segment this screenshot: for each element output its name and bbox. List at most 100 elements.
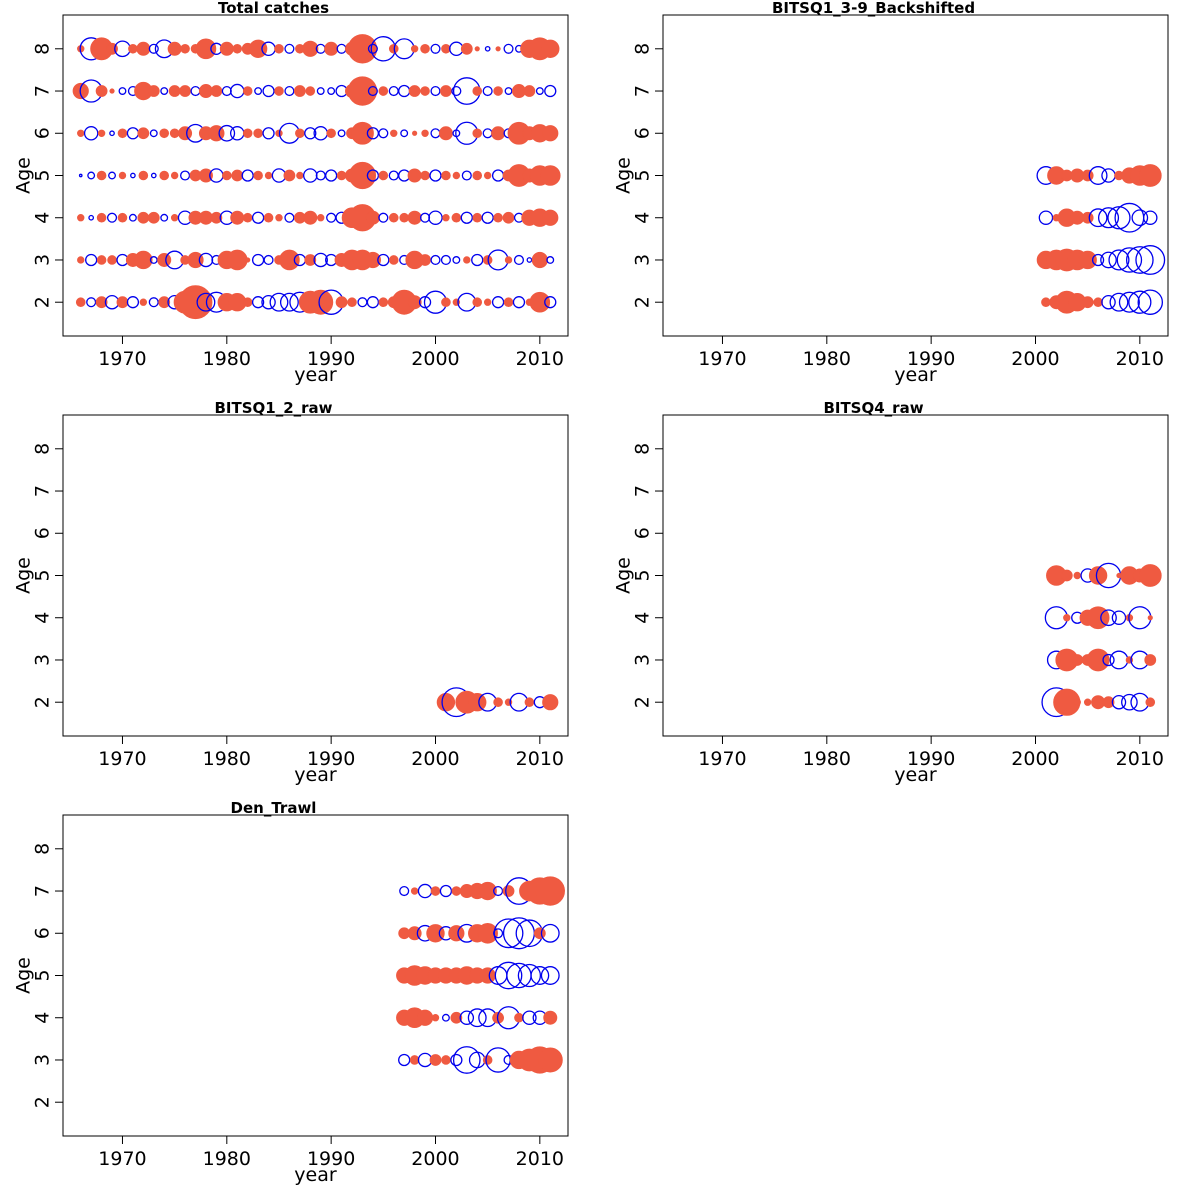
y-tick-label: 8	[32, 443, 54, 455]
positive-residual-bubble	[137, 127, 150, 140]
x-axis-title: year	[294, 764, 337, 786]
positive-residual-bubble	[477, 922, 498, 944]
positive-residual-bubble	[412, 130, 418, 136]
positive-residual-bubble	[187, 251, 204, 269]
positive-residual-bubble	[409, 1055, 420, 1065]
positive-residual-bubble	[1144, 654, 1157, 666]
positive-residual-bubble	[388, 212, 399, 223]
negative-residual-bubble	[149, 256, 158, 264]
positive-residual-bubble	[451, 886, 462, 896]
positive-residual-bubble	[178, 126, 193, 141]
positive-residual-bubble	[542, 125, 559, 142]
panel-2: BITSQ1_3-9_Backshifted 1970 1980 1990 2000 20…	[613, 0, 1169, 386]
negative-residual-bubble	[377, 253, 390, 267]
positive-residual-bubble	[1088, 566, 1108, 585]
y-tick-label: 4	[632, 212, 654, 224]
x-tick-label: 2000	[411, 348, 459, 370]
positive-residual-bubble	[483, 171, 492, 180]
negative-residual-bubble	[1131, 209, 1149, 227]
x-tick-label: 1970	[698, 348, 746, 370]
positive-residual-bubble	[1041, 297, 1051, 308]
positive-residual-bubble	[1078, 250, 1097, 270]
positive-residual-bubble	[96, 212, 107, 223]
negative-residual-bubble	[471, 253, 484, 267]
positive-residual-bubble	[468, 693, 487, 712]
positive-residual-bubble	[242, 212, 253, 223]
positive-residual-bubble	[232, 43, 243, 54]
x-tick-label: 2000	[1011, 348, 1059, 370]
positive-residual-bubble	[1086, 648, 1110, 672]
positive-residual-bubble	[463, 256, 471, 264]
positive-residual-bubble	[279, 249, 300, 271]
negative-residual-bubble	[218, 124, 236, 142]
negative-residual-bubble	[378, 128, 389, 139]
positive-residual-bubble	[524, 697, 535, 708]
negative-residual-bubble	[229, 83, 245, 99]
x-tick-label: 2000	[411, 748, 459, 770]
negative-residual-bubble	[284, 212, 295, 223]
positive-residual-bubble	[378, 86, 389, 96]
x-tick-label: 1990	[307, 1148, 355, 1170]
positive-residual-bubble	[407, 210, 422, 225]
positive-residual-bubble	[441, 170, 451, 181]
negative-residual-bubble	[440, 254, 451, 266]
negative-residual-bubble	[327, 87, 336, 95]
y-tick-label: 7	[32, 85, 54, 97]
positive-residual-bubble	[96, 255, 107, 265]
positive-residual-bubble	[139, 298, 148, 306]
positive-residual-bubble	[324, 41, 339, 56]
negative-residual-bubble	[388, 170, 399, 181]
positive-residual-bubble	[420, 86, 430, 96]
positive-residual-bubble	[451, 212, 462, 223]
positive-residual-bubble	[514, 1012, 524, 1023]
x-tick-label: 2010	[516, 748, 564, 770]
y-axis-title: Age	[13, 557, 35, 594]
positive-residual-bubble	[137, 211, 150, 224]
panel-1: Total catches 1970 1980 1990 2000 2010 2 3 4 5 6 7 8…	[13, 0, 569, 386]
positive-residual-bubble	[440, 85, 452, 97]
positive-residual-bubble	[1081, 211, 1094, 224]
panel-title: BITSQ4_raw	[823, 399, 923, 417]
negative-residual-bubble	[366, 169, 380, 182]
negative-residual-bubble	[78, 173, 83, 178]
positive-residual-bubble	[543, 1010, 558, 1025]
x-tick-label: 2010	[516, 1148, 564, 1170]
positive-residual-bubble	[274, 86, 284, 96]
negative-residual-bubble	[461, 170, 472, 181]
negative-residual-bubble	[1101, 168, 1116, 183]
negative-residual-bubble	[1118, 291, 1140, 313]
positive-residual-bubble	[504, 256, 513, 264]
positive-residual-bubble	[195, 38, 217, 60]
positive-residual-bubble	[302, 40, 319, 57]
positive-residual-bubble	[308, 289, 334, 315]
positive-residual-bubble	[219, 41, 234, 56]
negative-residual-bubble	[1108, 249, 1130, 271]
y-tick-label: 7	[32, 885, 54, 897]
negative-residual-bubble	[399, 885, 410, 897]
positive-residual-bubble	[429, 1054, 442, 1066]
positive-residual-bubble	[1081, 296, 1094, 309]
negative-residual-bubble	[118, 87, 127, 95]
positive-residual-bubble	[248, 39, 268, 58]
negative-residual-bubble	[494, 961, 523, 990]
x-tick-label: 1990	[307, 748, 355, 770]
negative-residual-bubble	[398, 1053, 411, 1067]
positive-residual-bubble	[159, 170, 170, 181]
negative-residual-bubble	[83, 126, 99, 141]
negative-residual-bubble	[452, 256, 461, 264]
x-tick-label: 1980	[203, 748, 251, 770]
positive-residual-bubble	[365, 210, 380, 225]
negative-residual-bubble	[504, 87, 513, 95]
negative-residual-bubble	[450, 1053, 463, 1067]
positive-residual-bubble	[295, 128, 305, 139]
positive-residual-bubble	[275, 214, 283, 222]
positive-residual-bubble	[420, 43, 430, 54]
negative-residual-bubble	[196, 292, 216, 312]
negative-residual-bubble	[367, 85, 378, 97]
positive-residual-bubble	[293, 85, 306, 97]
positive-residual-bubble	[408, 85, 421, 97]
panel-title: Total catches	[218, 0, 329, 17]
negative-residual-bubble	[546, 256, 555, 264]
positive-residual-bubble	[1147, 615, 1153, 621]
